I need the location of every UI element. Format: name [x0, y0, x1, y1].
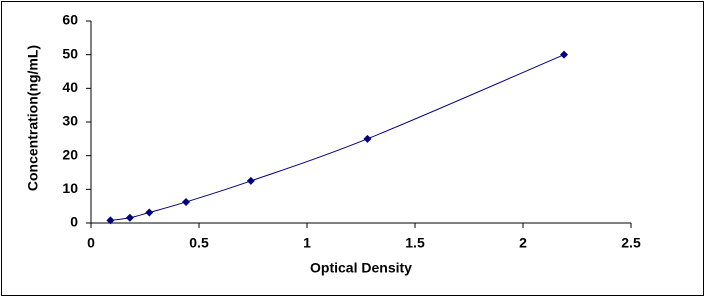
y-tick-label: 40	[62, 79, 78, 95]
data-point	[182, 197, 191, 206]
data-point	[125, 213, 134, 222]
y-tick-label: 20	[62, 146, 78, 162]
data-point	[363, 134, 372, 143]
x-tick-label: 2.5	[621, 235, 641, 251]
data-point	[246, 176, 255, 185]
y-tick-label: 30	[62, 113, 78, 129]
y-tick-label: 10	[62, 180, 78, 196]
y-tick-label: 50	[62, 45, 78, 61]
x-tick-label: 0.5	[189, 235, 209, 251]
data-point	[560, 50, 569, 59]
y-tick-label: 60	[62, 12, 78, 28]
x-tick-label: 0	[87, 235, 95, 251]
y-axis-title: Concentration(ng/mL)	[25, 45, 41, 191]
x-tick-label: 2	[519, 235, 527, 251]
x-tick-label: 1.5	[405, 235, 425, 251]
data-point	[106, 216, 115, 225]
x-tick-label: 1	[303, 235, 311, 251]
data-point	[145, 208, 154, 217]
y-tick-label: 0	[70, 214, 78, 230]
x-axis-title: Optical Density	[310, 260, 412, 276]
